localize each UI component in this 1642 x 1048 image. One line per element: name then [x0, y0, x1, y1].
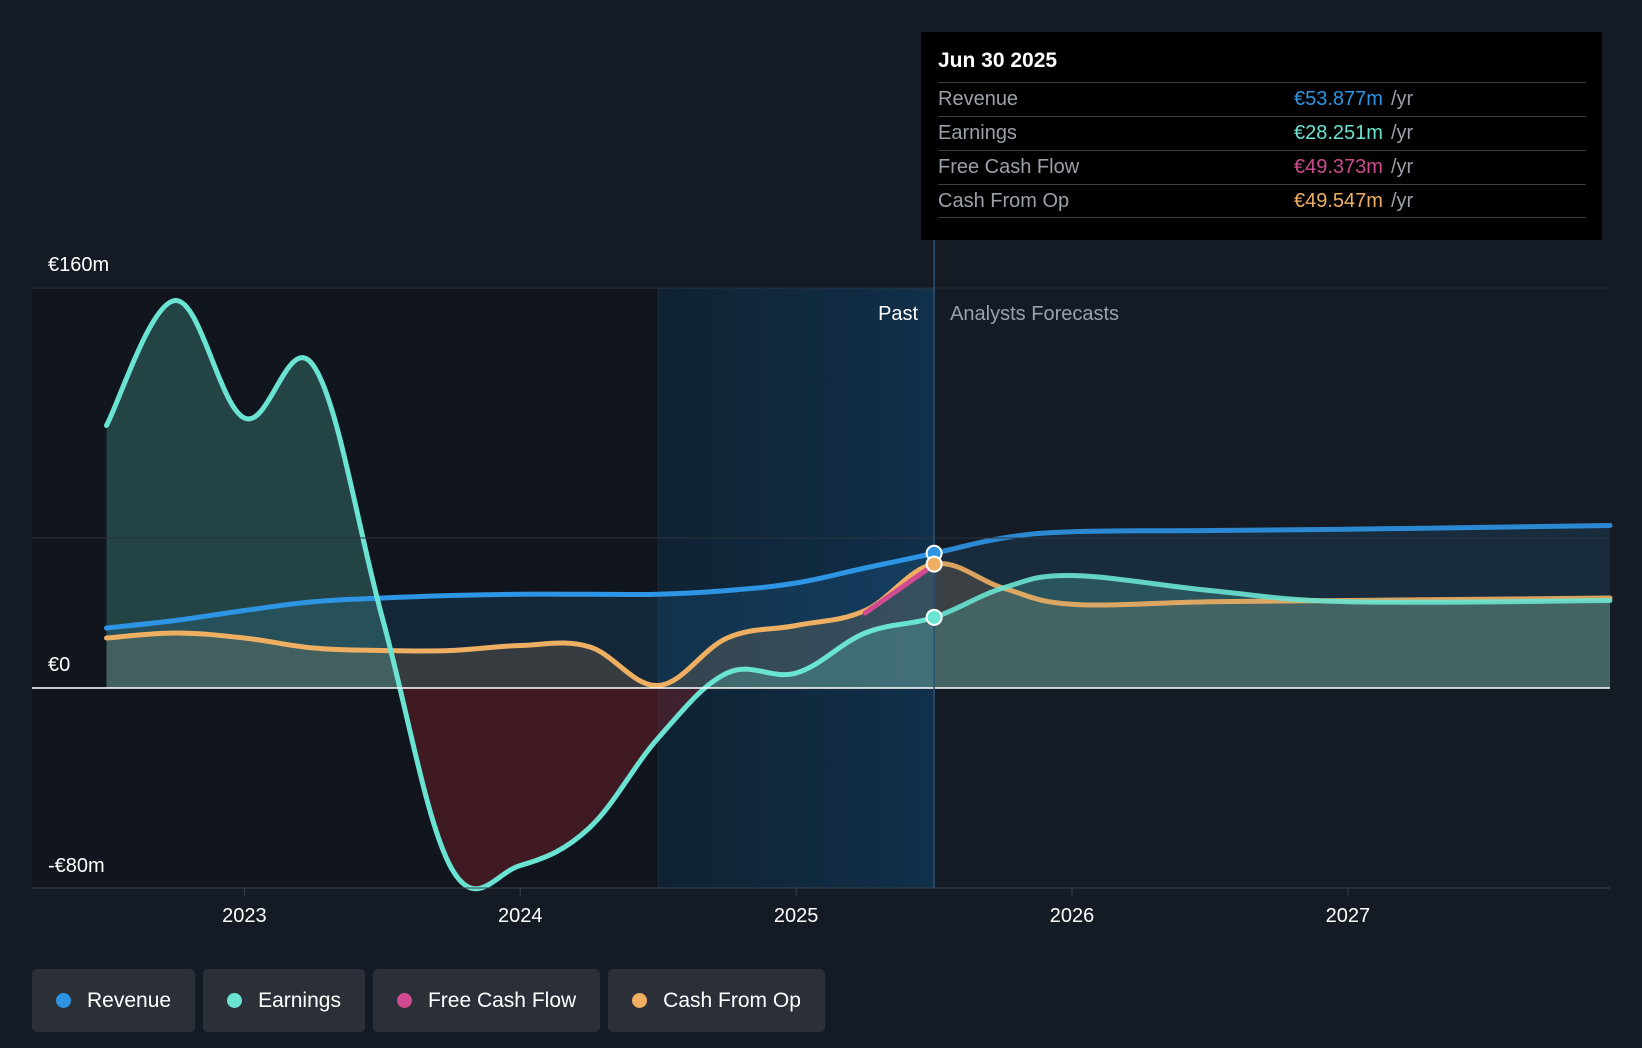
- cash-from-op-forecast-line: [934, 561, 1613, 608]
- legend-item-free-cash-flow[interactable]: Free Cash Flow: [372, 969, 601, 1032]
- legend-dot-icon: [396, 993, 412, 1008]
- tooltip-value: €28.251m: [1294, 122, 1383, 144]
- x-tick-label: 2025: [774, 905, 819, 927]
- y-tick-label: €160m: [48, 254, 109, 276]
- legend-item-revenue[interactable]: Revenue: [32, 969, 196, 1032]
- earnings-forecast-line: [934, 572, 1613, 620]
- legend-item-earnings[interactable]: Earnings: [203, 969, 365, 1032]
- tooltip-row-cash-from-op: Cash From Op €49.547m /yr: [938, 184, 1586, 218]
- tooltip-label: Revenue: [938, 88, 1019, 110]
- x-tick-label: 2023: [222, 905, 267, 927]
- highlight-region: [658, 288, 935, 888]
- past-region: [32, 288, 659, 888]
- revenue-line: [103, 550, 935, 631]
- x-tick-label: 2024: [498, 905, 543, 927]
- earnings-area: [106, 300, 1610, 688]
- legend-label: Free Cash Flow: [427, 988, 577, 1012]
- cash-from-op-area: [106, 563, 1611, 688]
- legend-label: Revenue: [87, 988, 172, 1012]
- legend-dot-icon: [56, 993, 71, 1008]
- legend-label: Cash From Op: [663, 988, 801, 1012]
- past-label: Past: [878, 303, 918, 325]
- x-tick-label: 2027: [1326, 905, 1371, 927]
- tooltip: Jun 30 2025 Revenue €53.877m /yr Earning…: [921, 32, 1602, 240]
- legend: Revenue Earnings Free Cash Flow Cash Fro…: [32, 969, 825, 1032]
- tooltip-label: Free Cash Flow: [938, 156, 1080, 178]
- earnings-line: [103, 297, 935, 892]
- legend-item-cash-from-op[interactable]: Cash From Op: [608, 969, 825, 1032]
- cash-from-op-point: [925, 555, 943, 573]
- tooltip-unit: /yr: [1390, 156, 1414, 178]
- earnings-negative-area: [106, 688, 1610, 889]
- y-tick-label: €0: [48, 654, 70, 676]
- tooltip-label: Earnings: [938, 122, 1017, 144]
- tooltip-label: Cash From Op: [938, 190, 1070, 212]
- legend-dot-icon: [227, 993, 243, 1008]
- legend-dot-icon: [632, 993, 648, 1008]
- revenue-forecast-line: [934, 523, 1613, 556]
- chart-svg: €160m €0 -€80m 2023 2024 2025 2026 2027 Past Anal…: [32, 238, 1613, 927]
- tooltip-date: Jun 30 2025: [938, 49, 1058, 72]
- tooltip-unit: /yr: [1390, 190, 1414, 212]
- y-tick-label: -€80m: [48, 855, 105, 877]
- legend-label: Earnings: [258, 988, 341, 1012]
- x-tick-label: 2026: [1050, 905, 1095, 927]
- tooltip-unit: /yr: [1390, 122, 1414, 144]
- tooltip-unit: /yr: [1390, 88, 1414, 110]
- tooltip-row-revenue: Revenue €53.877m /yr: [938, 82, 1586, 116]
- tooltip-row-earnings: Earnings €28.251m /yr: [938, 116, 1586, 150]
- forecast-label: Analysts Forecasts: [950, 303, 1119, 325]
- tooltip-value: €49.373m: [1294, 156, 1383, 178]
- tooltip-value: €49.547m: [1294, 190, 1383, 212]
- tooltip-value: €53.877m: [1294, 88, 1383, 110]
- earnings-point: [925, 608, 943, 626]
- cash-from-op-line: [103, 561, 935, 688]
- tooltip-row-free-cash-flow: Free Cash Flow €49.373m /yr: [938, 150, 1586, 184]
